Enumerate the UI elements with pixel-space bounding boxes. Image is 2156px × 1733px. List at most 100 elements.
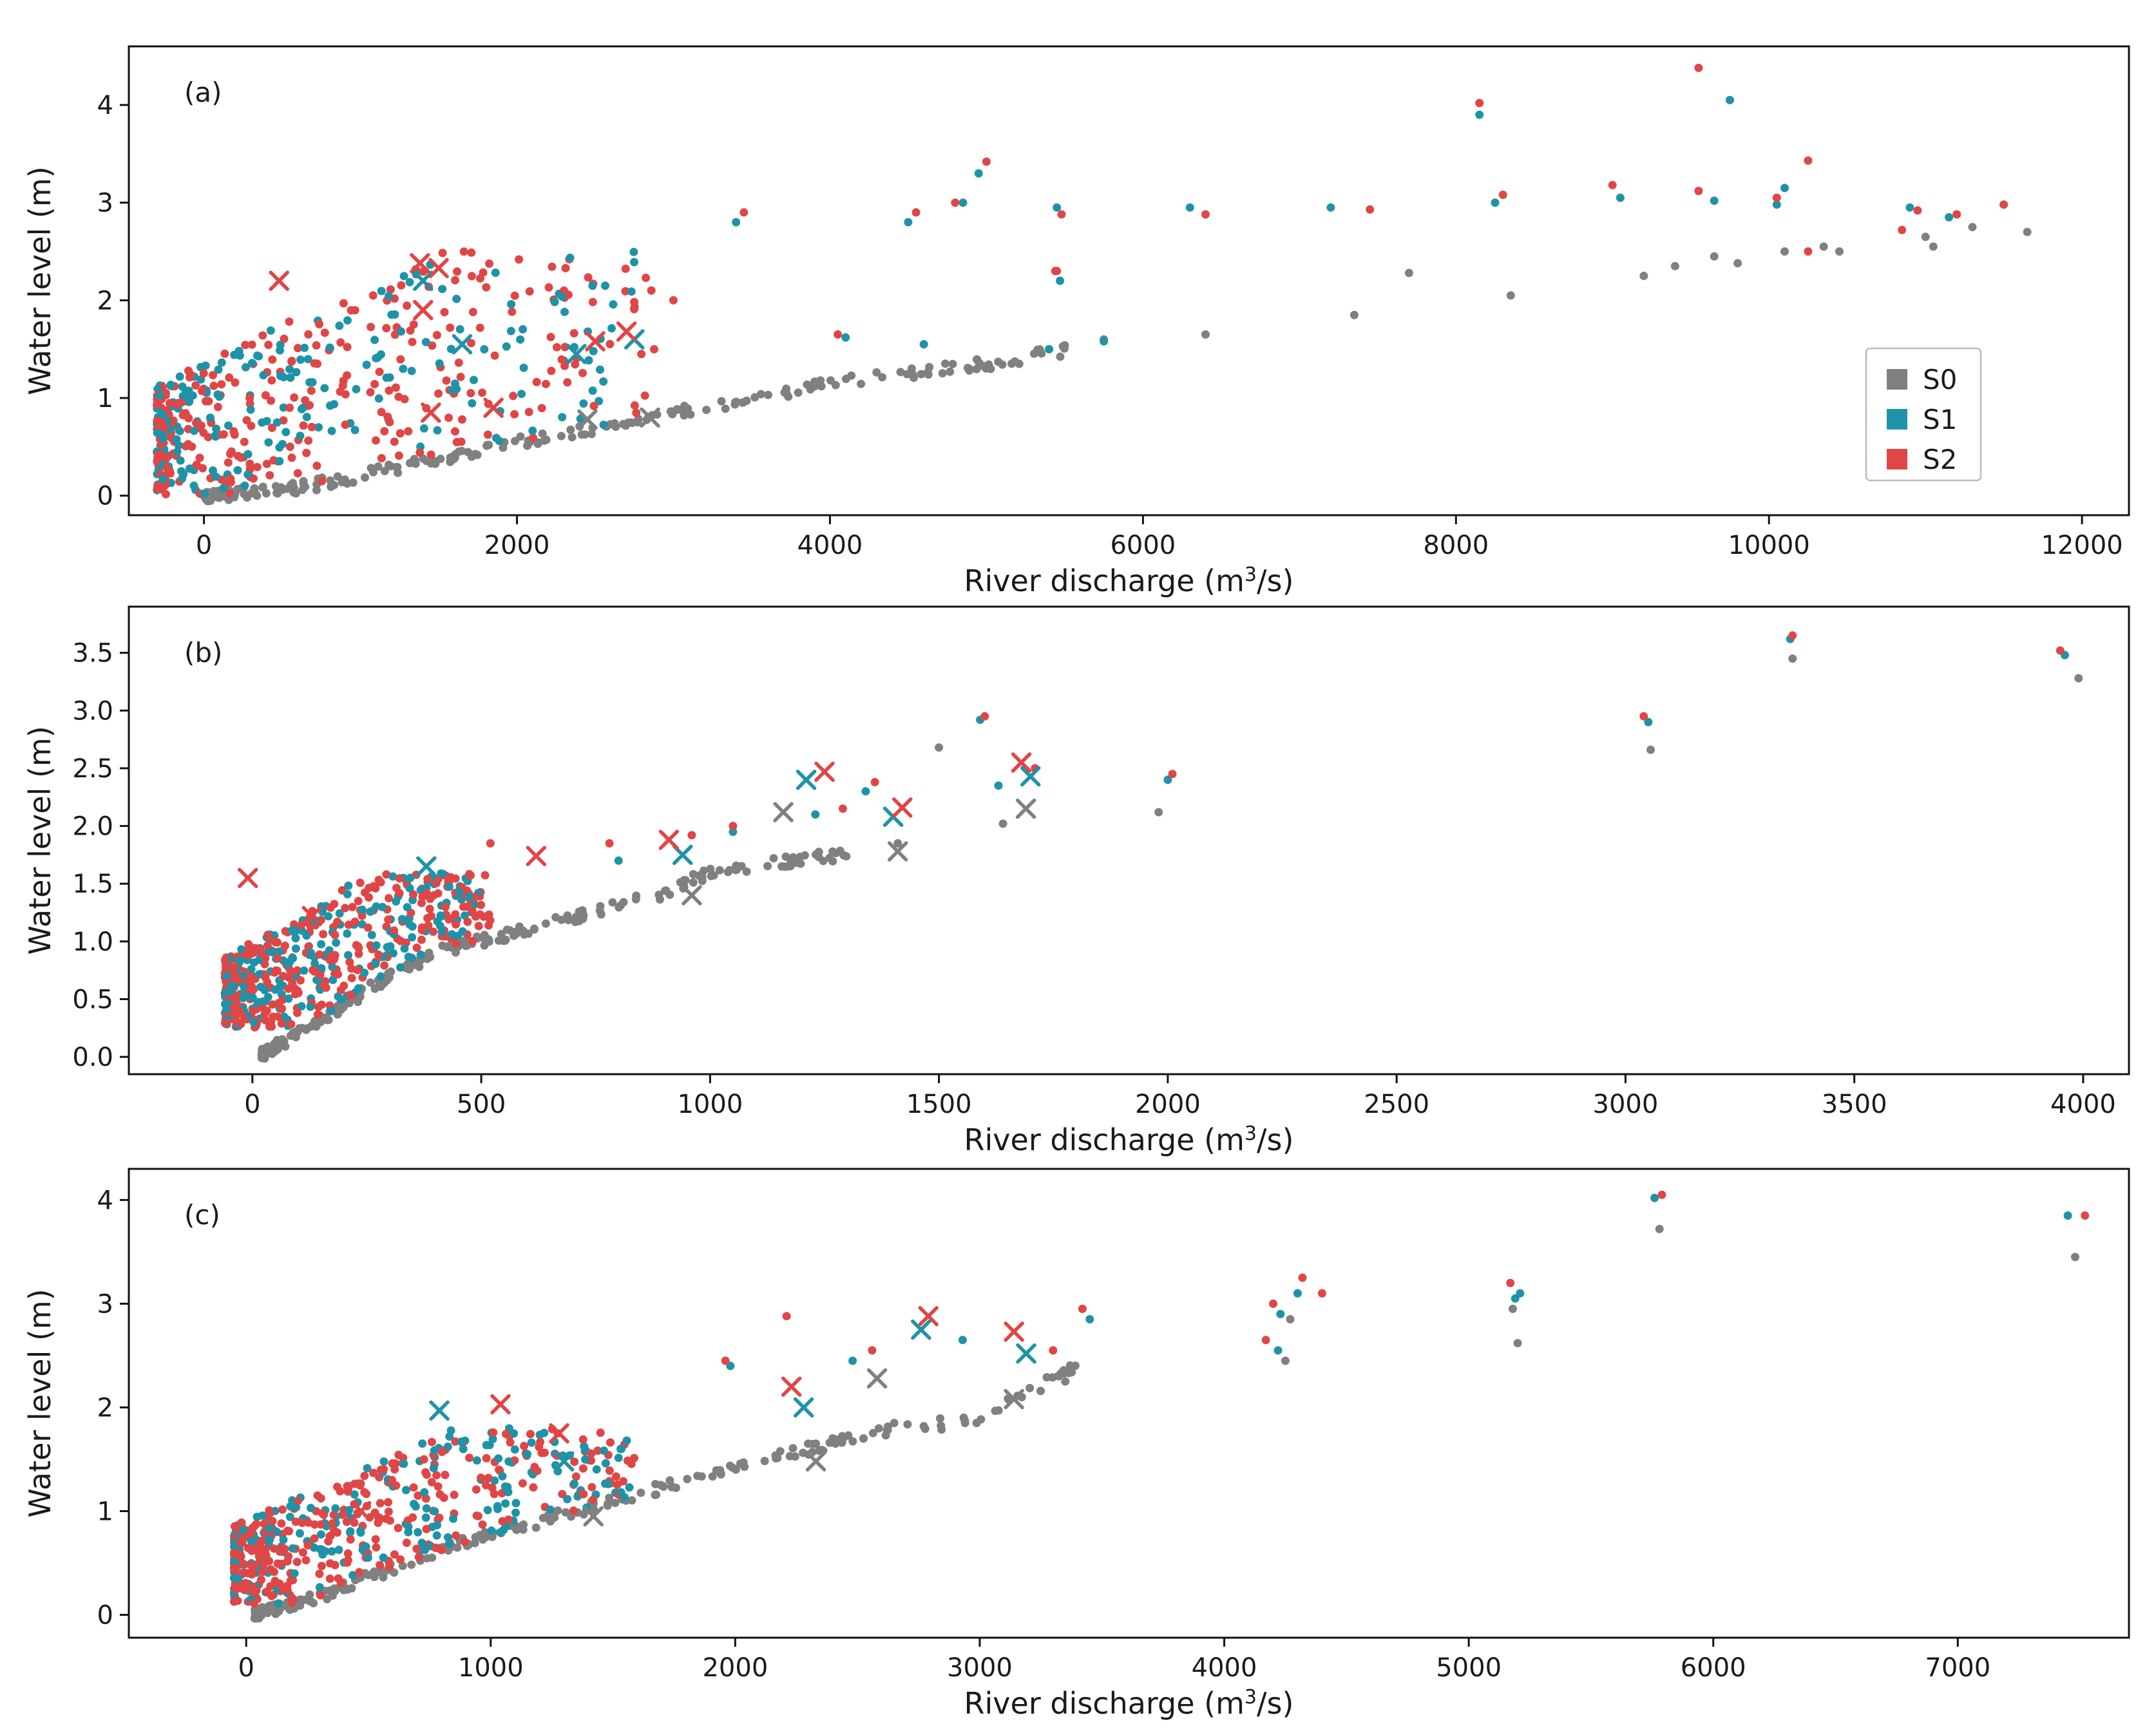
- point-s0: [457, 446, 466, 455]
- point-s2: [310, 359, 319, 368]
- point-s0: [740, 1463, 749, 1472]
- point-s2: [226, 474, 235, 483]
- point-s1: [1045, 345, 1054, 354]
- point-s2: [395, 889, 404, 898]
- legend-swatch-s1: [1887, 409, 1907, 430]
- point-s0: [354, 998, 363, 1007]
- point-s1: [1185, 203, 1194, 212]
- point-s1: [258, 1511, 267, 1520]
- point-s1: [281, 428, 291, 437]
- point-s1: [1053, 203, 1062, 212]
- point-s1: [372, 941, 381, 950]
- y-tick-label: 1.0: [72, 927, 113, 957]
- point-s2: [229, 1597, 238, 1606]
- x-tick-label: 3000: [947, 1653, 1013, 1683]
- point-s1: [178, 382, 187, 391]
- point-s1: [416, 951, 425, 959]
- point-s1: [372, 354, 381, 363]
- point-s2: [209, 381, 218, 390]
- point-s1: [335, 909, 344, 918]
- point-s2: [396, 355, 405, 364]
- point-s2: [434, 889, 443, 898]
- point-s0: [936, 1414, 944, 1423]
- point-s2: [548, 262, 557, 271]
- point-s1: [400, 944, 409, 953]
- point-s0: [247, 489, 256, 498]
- point-s1: [286, 373, 295, 382]
- point-s0: [1513, 1339, 1522, 1348]
- point-s2: [485, 259, 493, 268]
- point-s2: [593, 1446, 602, 1455]
- point-s1: [345, 1506, 354, 1515]
- point-s2: [951, 198, 960, 207]
- point-s1: [331, 1504, 340, 1513]
- point-s2: [367, 323, 376, 332]
- cross-s1: [1016, 1343, 1036, 1364]
- point-s1: [332, 938, 341, 947]
- point-s2: [453, 267, 462, 276]
- point-s2: [385, 894, 393, 903]
- point-s2: [266, 1018, 274, 1027]
- point-s0: [702, 406, 711, 414]
- point-s0: [925, 363, 934, 372]
- point-s1: [464, 893, 473, 901]
- point-s1: [389, 949, 397, 958]
- point-s0: [398, 1562, 407, 1570]
- point-s1: [266, 326, 275, 335]
- point-s2: [427, 1437, 436, 1446]
- point-s2: [287, 453, 296, 462]
- point-s2: [217, 380, 226, 389]
- point-s0: [347, 1584, 356, 1593]
- point-s2: [468, 936, 477, 945]
- point-s2: [248, 1582, 257, 1591]
- point-s1: [468, 399, 477, 408]
- point-s1: [343, 316, 352, 325]
- point-s2: [277, 1019, 286, 1028]
- point-s0: [896, 368, 905, 377]
- cross-s2: [781, 1376, 802, 1397]
- cross-s2: [421, 402, 441, 423]
- point-s1: [310, 1543, 319, 1552]
- point-s0: [1929, 242, 1938, 251]
- point-s2: [439, 1493, 448, 1502]
- point-s1: [363, 1464, 372, 1473]
- point-s1: [472, 1456, 481, 1465]
- point-s1: [919, 340, 928, 349]
- point-s1: [310, 959, 320, 968]
- point-s2: [333, 1482, 341, 1492]
- point-s0: [819, 857, 828, 866]
- point-s2: [336, 338, 345, 347]
- point-s2: [298, 1519, 307, 1528]
- point-s0: [1968, 223, 1977, 232]
- point-s1: [405, 884, 414, 893]
- x-tick-label: 7000: [1925, 1653, 1990, 1683]
- point-s2: [630, 1454, 638, 1463]
- point-s1: [974, 169, 983, 178]
- point-s1: [246, 405, 255, 414]
- point-s1: [1293, 1289, 1302, 1298]
- point-s2: [537, 1448, 546, 1457]
- point-s1: [517, 390, 526, 399]
- x-axis-label: River discharge (m3/s): [964, 563, 1294, 598]
- point-s2: [437, 1448, 446, 1456]
- point-s2: [347, 306, 356, 315]
- point-s1: [1710, 196, 1719, 205]
- point-s0: [893, 839, 902, 848]
- point-s2: [498, 1517, 507, 1526]
- point-s2: [384, 1498, 393, 1507]
- point-s1: [275, 443, 284, 452]
- point-s0: [723, 867, 732, 876]
- point-s2: [426, 911, 435, 920]
- point-s2: [298, 1548, 307, 1557]
- point-s2: [2056, 646, 2065, 655]
- point-s0: [515, 922, 524, 931]
- panel-c: 0 1000 2000 3000 4000 5000 6000 7000 0 1 2 3 4 River …: [23, 1168, 2130, 1721]
- point-s0: [831, 1439, 840, 1448]
- point-s2: [371, 1535, 380, 1544]
- point-s2: [1898, 225, 1907, 234]
- point-s0: [842, 852, 851, 861]
- point-s2: [584, 273, 593, 282]
- y-axis-label: Water level (m): [23, 1289, 57, 1517]
- point-s1: [732, 218, 741, 227]
- point-s2: [510, 410, 519, 419]
